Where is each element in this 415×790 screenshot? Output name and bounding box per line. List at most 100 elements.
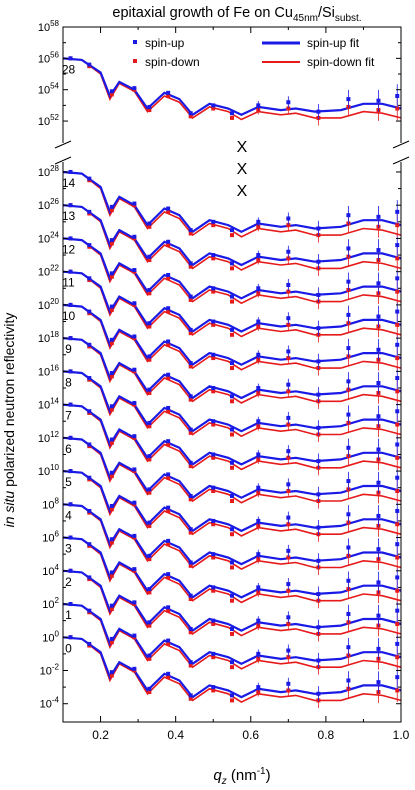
spin-up-point-5-7 [211, 518, 216, 523]
spin-up-point-14-6 [188, 228, 193, 233]
spin-down-point-2-5 [166, 608, 171, 613]
spin-up-point-6-12 [346, 479, 351, 484]
spin-down-point-14-10 [286, 223, 291, 228]
series-label-13: 13 [62, 209, 76, 223]
spin-up-point-10-8 [230, 361, 234, 366]
spin-up-point-4-0 [68, 502, 73, 507]
spin-up-point-6-7 [211, 485, 216, 490]
spin-up-point-6-1 [87, 442, 92, 447]
spin-up-point-14-0 [68, 169, 73, 174]
spin-up-point-10-10 [286, 349, 291, 354]
spin-down-point-1-7 [211, 655, 216, 660]
spin-up-point-3-0 [68, 535, 73, 540]
break-mark-3: X [237, 183, 248, 200]
series-9: 9 [62, 336, 402, 409]
spin-up-point-0-8 [230, 693, 234, 698]
spin-down-point-3-9 [256, 590, 261, 595]
spin-up-point-7-4 [147, 454, 152, 459]
spin-down-point-1-2 [109, 640, 114, 645]
spin-down-point-3-4 [147, 590, 152, 595]
spin-up-point-0-3 [132, 666, 137, 671]
spin-down-point-5-10 [286, 522, 291, 527]
spin-up-point-0-10 [286, 681, 291, 686]
spin-down-point-3-14 [395, 588, 400, 593]
spin-down-point-10-8 [230, 366, 234, 371]
x-axis-label-sub: z [221, 776, 227, 787]
spin-up-point-28-14 [395, 93, 400, 98]
spin-down-point-10-9 [256, 357, 261, 362]
spin-up-point-12-0 [68, 236, 73, 241]
lower-y-tick-label-12: 1012 [38, 430, 60, 445]
spin-up-point-6-10 [286, 482, 291, 487]
spin-down-point-13-7 [211, 256, 216, 261]
series-28: 28 [62, 56, 402, 126]
spin-up-point-14-2 [109, 204, 114, 209]
series-7: 7 [62, 402, 402, 476]
spin-down-point-2-4 [147, 623, 152, 628]
spin-up-point-2-13 [376, 613, 381, 618]
spin-up-point-14-11 [316, 226, 321, 231]
spin-down-point-6-2 [109, 474, 114, 479]
spin-down-point-3-10 [286, 588, 291, 593]
spin-up-point-9-3 [132, 367, 137, 372]
spin-up-point-11-1 [87, 276, 92, 281]
spin-up-point-12-13 [376, 281, 381, 286]
spin-up-point-3-3 [132, 567, 137, 572]
spin-down-point-13-8 [230, 266, 234, 271]
spin-up-point-13-14 [395, 243, 400, 248]
spin-up-point-10-5 [166, 339, 171, 344]
x-tick-label-0.2: 0.2 [92, 728, 109, 742]
spin-down-point-0-7 [211, 688, 216, 693]
spin-up-point-11-4 [147, 321, 152, 326]
spin-down-point-9-10 [286, 389, 291, 394]
series-label-28: 28 [62, 62, 76, 76]
lower-y-tick-label-2: 102 [42, 596, 59, 611]
upper-y-tick-label-58: 1058 [38, 19, 60, 34]
spin-up-point-28-10 [286, 100, 291, 105]
spin-down-point-9-9 [256, 390, 261, 395]
x-tick-label-0.4: 0.4 [167, 728, 184, 742]
spin-up-point-13-13 [376, 248, 381, 253]
series-10: 10 [62, 302, 402, 376]
spin-down-point-10-6 [188, 364, 193, 369]
series-label-5: 5 [65, 475, 72, 489]
spin-up-point-3-2 [109, 570, 114, 575]
lower-y-tick-label-16: 1016 [38, 363, 60, 378]
spin-down-point-10-5 [166, 342, 171, 347]
spin-down-point-2-2 [109, 607, 114, 612]
spin-up-point-5-4 [147, 520, 152, 525]
spin-up-point-11-14 [395, 309, 400, 314]
spin-up-point-5-8 [230, 527, 234, 532]
upper-y-tick-label-52: 1052 [38, 113, 60, 128]
spin-up-point-28-4 [147, 104, 152, 109]
chart-title: epitaxial growth of Fe on Cu45nm/Sisubst… [112, 5, 361, 24]
spin-up-point-28-0 [68, 56, 73, 61]
spin-down-point-7-14 [395, 455, 400, 460]
axes: 105210541056105810-410-21001021041061081… [38, 19, 410, 742]
legend-marker-spin-up [133, 40, 137, 44]
series-label-8: 8 [65, 375, 72, 389]
series-label-2: 2 [65, 575, 72, 589]
spin-up-point-0-11 [316, 691, 321, 696]
spin-up-point-7-14 [395, 442, 400, 447]
spin-up-point-7-7 [211, 452, 216, 457]
spin-down-point-8-8 [230, 432, 234, 437]
spin-up-point-9-10 [286, 382, 291, 387]
spin-up-point-1-8 [230, 660, 234, 665]
spin-down-point-5-14 [395, 522, 400, 527]
spin-up-point-6-6 [188, 494, 193, 499]
spin-down-point-13-9 [256, 258, 261, 263]
spin-down-point-12-6 [188, 297, 193, 302]
spin-down-point-11-6 [188, 331, 193, 336]
spin-down-point-9-6 [188, 397, 193, 402]
spin-up-point-6-8 [230, 494, 234, 499]
spin-down-point-1-5 [166, 641, 171, 646]
spin-down-point-14-7 [211, 223, 216, 228]
spin-up-point-2-8 [230, 626, 234, 631]
lower-y-tick-label-18: 1018 [38, 330, 60, 345]
spin-down-point-9-2 [109, 374, 114, 379]
spin-up-point-3-6 [188, 593, 193, 598]
series-label-4: 4 [65, 508, 72, 522]
spin-down-point-8-5 [166, 409, 171, 414]
spin-up-point-13-3 [132, 234, 137, 239]
